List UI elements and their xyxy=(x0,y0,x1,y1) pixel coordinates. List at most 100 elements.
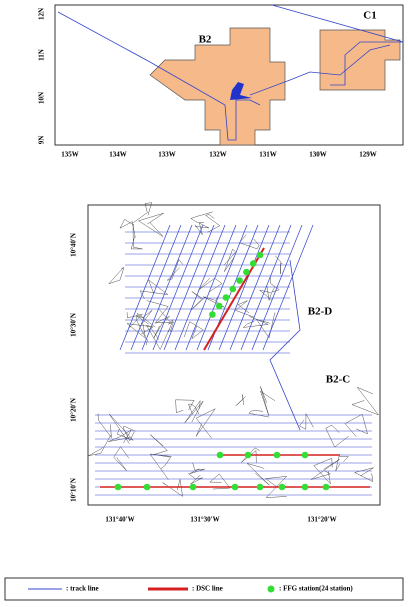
ffg-station xyxy=(215,302,223,310)
ffg-station xyxy=(231,483,239,491)
region-b2 xyxy=(149,27,286,146)
y-tick-label: 10°30'N xyxy=(70,313,78,337)
legend-label: : track line xyxy=(66,585,99,593)
ffg-station xyxy=(273,451,281,459)
ffg-station xyxy=(114,483,122,491)
contour xyxy=(195,408,216,439)
track-line xyxy=(249,44,391,96)
bottom-map: B2-D B2-C xyxy=(87,202,381,506)
contour xyxy=(246,463,270,486)
track-line xyxy=(240,224,292,351)
ffg-station xyxy=(244,451,252,459)
legend-label: : FFG station(24 station) xyxy=(279,585,353,593)
contour xyxy=(190,211,213,224)
track-line xyxy=(251,224,303,351)
contour xyxy=(190,291,207,311)
contour xyxy=(183,321,204,340)
track-line xyxy=(185,224,237,351)
contour xyxy=(310,459,340,480)
contour xyxy=(299,413,314,430)
track-line xyxy=(152,224,204,351)
contour xyxy=(153,316,170,339)
x-tick-label: 133W xyxy=(158,151,176,159)
track-line xyxy=(174,224,226,351)
contour xyxy=(344,413,368,437)
survey-area xyxy=(230,82,252,100)
track-line xyxy=(229,224,281,351)
legend-box xyxy=(4,577,404,601)
contour xyxy=(123,425,136,442)
contour xyxy=(248,410,270,418)
y-tick-label: 10°40'N xyxy=(70,233,78,257)
contour xyxy=(335,456,349,472)
region-label: B2-C xyxy=(326,374,351,386)
contour xyxy=(264,476,288,498)
legend: : track line : DSC line : FFG station(24… xyxy=(4,577,404,601)
contour xyxy=(235,300,255,318)
ffg-station xyxy=(256,483,264,491)
x-tick-label: 129W xyxy=(359,151,377,159)
contour xyxy=(113,446,130,472)
ffg-station xyxy=(301,483,309,491)
x-tick-label: 131°40'W xyxy=(105,516,134,524)
contour xyxy=(109,413,134,444)
contour xyxy=(150,434,170,458)
y-tick-label: 11N xyxy=(38,49,46,61)
x-tick-label: 132W xyxy=(209,151,227,159)
map-frame xyxy=(87,204,381,506)
track-line xyxy=(196,224,248,351)
ffg-station xyxy=(322,483,330,491)
track-line xyxy=(271,4,404,86)
ffg-station xyxy=(236,277,243,284)
region-label: C1 xyxy=(363,10,376,22)
contour xyxy=(162,479,183,497)
ffg-station xyxy=(222,294,230,301)
ffg-station xyxy=(229,285,237,293)
ffg-station xyxy=(249,260,257,267)
contour xyxy=(97,413,112,439)
contour xyxy=(135,313,156,338)
contour xyxy=(235,394,246,406)
contour xyxy=(205,214,221,233)
contour xyxy=(149,453,172,480)
track-line xyxy=(130,224,182,351)
ffg-station xyxy=(143,483,151,491)
contour xyxy=(188,473,203,485)
y-tick-label: 12N xyxy=(38,8,46,20)
track-line xyxy=(119,224,171,351)
contour xyxy=(189,462,205,474)
region-label: B2-D xyxy=(308,306,333,318)
track-line xyxy=(141,224,193,351)
contour xyxy=(260,386,276,416)
contour xyxy=(133,202,152,223)
top-map: B2 C1 xyxy=(54,4,404,146)
contour xyxy=(223,248,236,272)
track-line xyxy=(57,11,261,141)
contour xyxy=(139,279,169,299)
contour xyxy=(126,323,154,346)
ffg-station xyxy=(278,483,286,491)
x-tick-label: 131°30'W xyxy=(190,516,219,524)
y-tick-label: 10°20'N xyxy=(70,398,78,422)
x-tick-label: 134W xyxy=(109,151,127,159)
legend-swatch xyxy=(267,585,275,593)
ffg-station xyxy=(301,451,309,459)
x-tick-label: 135W xyxy=(61,151,79,159)
contour xyxy=(146,324,170,350)
contour xyxy=(239,234,260,250)
y-tick-label: 9N xyxy=(38,136,46,145)
contour xyxy=(313,457,333,485)
contour xyxy=(119,219,136,238)
contour xyxy=(130,223,143,250)
contour xyxy=(108,267,125,285)
contour xyxy=(175,399,195,413)
contour xyxy=(354,467,374,482)
contour xyxy=(270,277,280,293)
contour xyxy=(256,312,276,339)
contour xyxy=(146,300,172,323)
ffg-station xyxy=(243,268,250,276)
region-label: B2 xyxy=(199,34,212,46)
contour xyxy=(209,473,231,490)
contour xyxy=(168,319,174,333)
